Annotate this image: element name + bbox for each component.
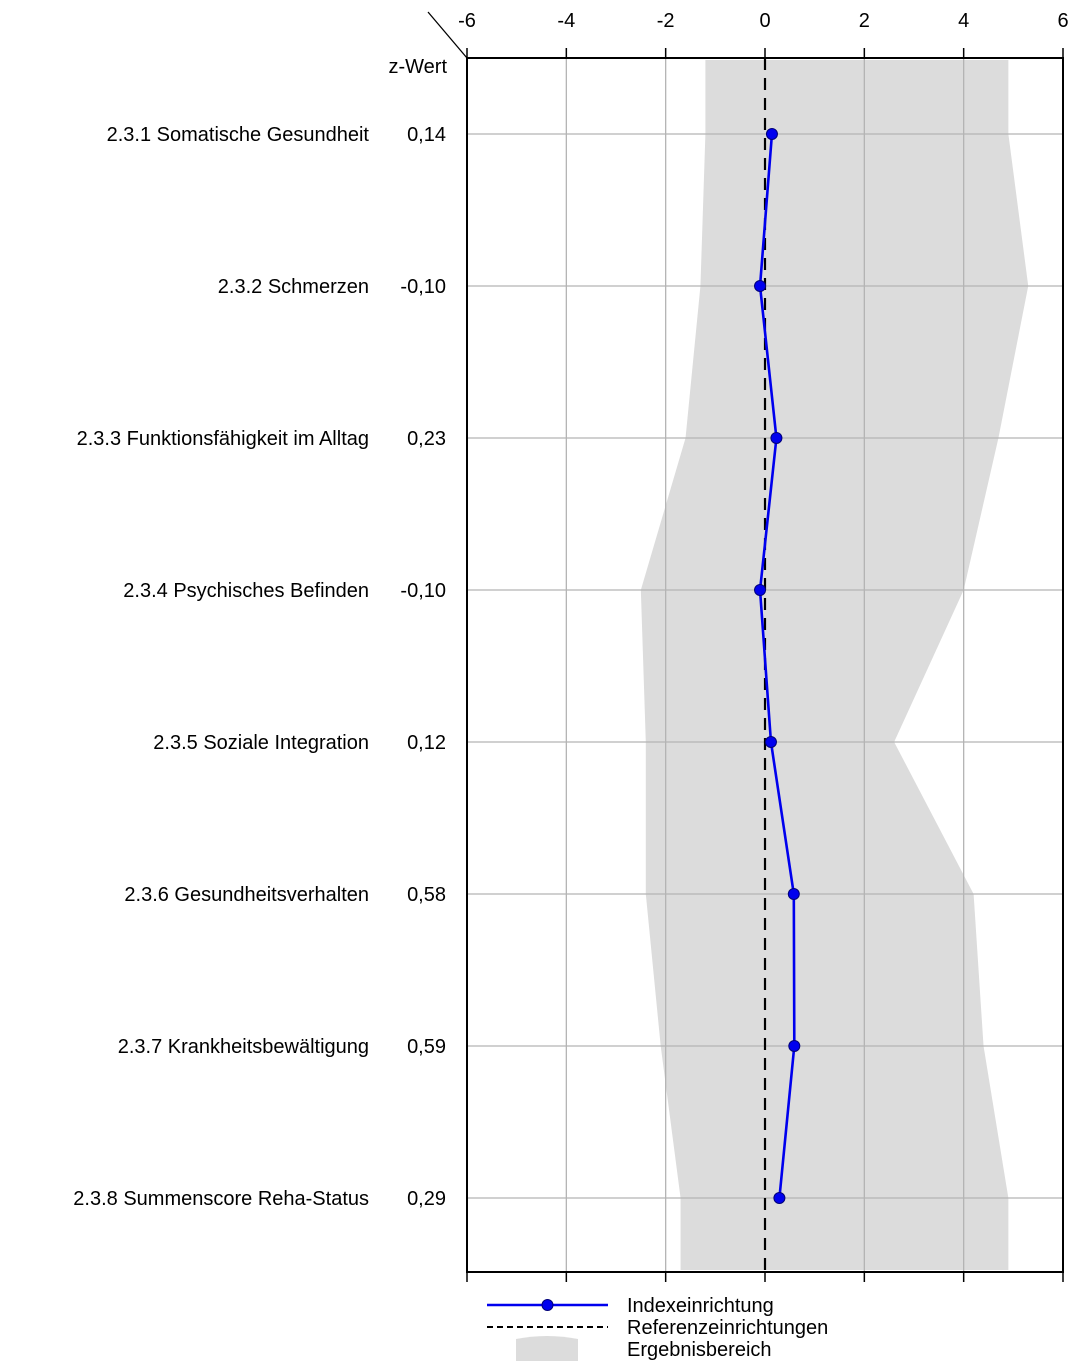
x-tick-label: 4 [958, 10, 969, 32]
legend-label-ergebnisbereich: Ergebnisbereich [627, 1339, 772, 1361]
series-point [764, 736, 777, 748]
category-label: 2.3.7 Krankheitsbewältigung [118, 1036, 369, 1058]
value-label: -0,10 [400, 276, 446, 298]
series-point [754, 584, 767, 596]
value-label: 0,29 [407, 1188, 446, 1210]
legend-label-indexeinrichtung: Indexeinrichtung [627, 1295, 774, 1317]
series-point [770, 432, 783, 444]
series-point [765, 128, 778, 140]
series-point [787, 888, 800, 900]
legend-label-referenzeinrichtungen: Referenzeinrichtungen [627, 1317, 828, 1339]
result-range-band-layer [640, 60, 1029, 1270]
category-label-layer: 2.3.1 Somatische Gesundheit 0,14 2.3.2 Sch… [73, 124, 446, 1210]
value-label: -0,10 [400, 580, 446, 602]
x-tick-label: -4 [557, 10, 575, 32]
series-point [773, 1192, 786, 1204]
series-point [754, 280, 767, 292]
x-tick-label: 0 [759, 10, 770, 32]
legend-point-indexeinrichtung [541, 1299, 554, 1311]
x-tick-label: -6 [458, 10, 476, 32]
x-axis-layer: -6 -4 -2 0 2 4 6 [458, 10, 1069, 1282]
x-tick-label: 6 [1057, 10, 1068, 32]
category-label: 2.3.5 Soziale Integration [153, 732, 369, 754]
x-tick-label: 2 [859, 10, 870, 32]
category-label: 2.3.6 Gesundheitsverhalten [124, 884, 369, 906]
value-label: 0,59 [407, 1036, 446, 1058]
value-label: 0,58 [407, 884, 446, 906]
legend: IndexeinrichtungReferenzeinrichtungenErg… [487, 1295, 828, 1361]
category-label: 2.3.2 Schmerzen [218, 276, 369, 298]
category-label: 2.3.3 Funktionsfähigkeit im Alltag [77, 428, 369, 450]
series-line-indexeinrichtung [758, 133, 796, 1199]
value-label: 0,12 [407, 732, 446, 754]
header-diagonal-line [427, 11, 468, 59]
series-layer [754, 128, 801, 1204]
category-label: 2.3.1 Somatische Gesundheit [107, 124, 370, 146]
category-label: 2.3.4 Psychisches Befinden [123, 580, 369, 602]
value-column-header: z-Wert [388, 56, 447, 78]
category-label: 2.3.8 Summenscore Reha-Status [73, 1188, 369, 1210]
x-tick-label: -2 [657, 10, 675, 32]
series-point [788, 1040, 801, 1052]
value-label: 0,14 [407, 124, 446, 146]
result-range-band [640, 60, 1029, 1270]
legend-swatch-ergebnisbereich [516, 1336, 578, 1361]
value-label: 0,23 [407, 428, 446, 450]
